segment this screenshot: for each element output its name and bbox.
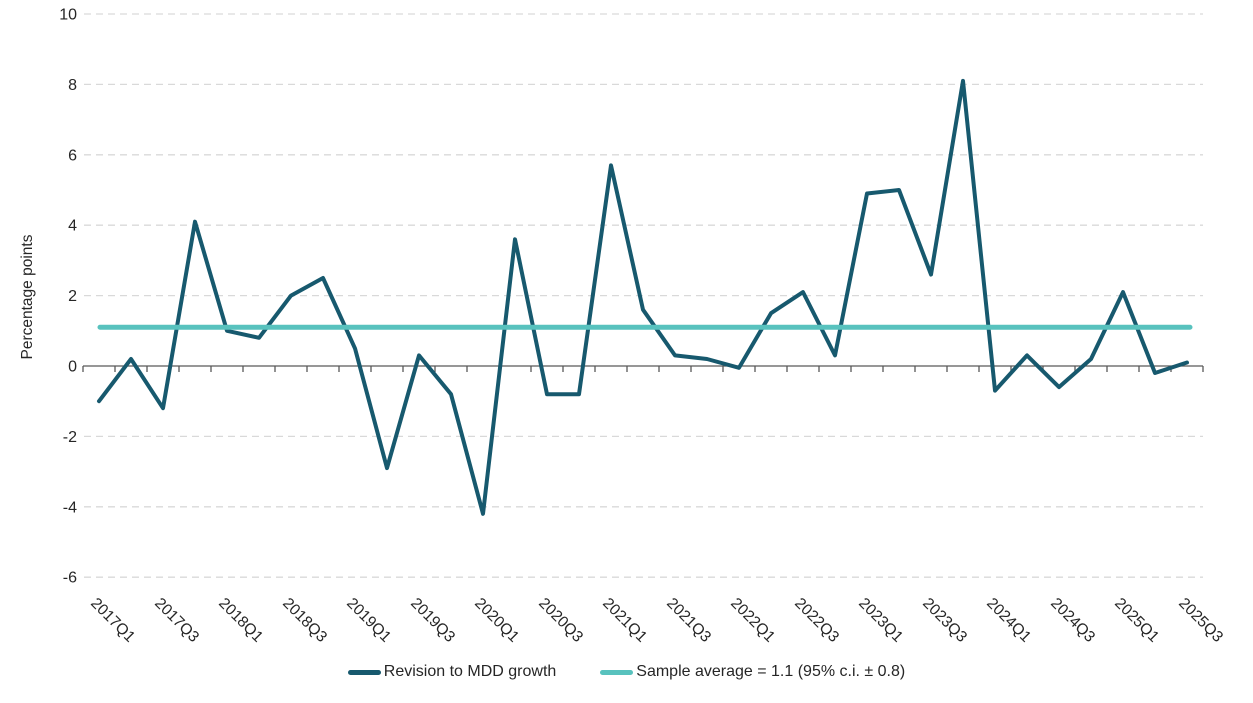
- svg-text:2023Q3: 2023Q3: [919, 595, 970, 646]
- svg-text:0: 0: [68, 359, 77, 376]
- svg-text:-6: -6: [63, 570, 77, 587]
- gridlines: [84, 13, 1203, 578]
- svg-text:8: 8: [68, 77, 77, 94]
- svg-text:6: 6: [68, 147, 77, 164]
- legend-label-average: Sample average = 1.1 (95% c.i. ± 0.8): [636, 663, 906, 680]
- svg-text:2022Q1: 2022Q1: [727, 595, 778, 646]
- legend-label-revision: Revision to MDD growth: [383, 663, 557, 680]
- svg-text:2017Q1: 2017Q1: [87, 595, 138, 646]
- x-axis-tick-marks: [82, 366, 1204, 372]
- svg-text:2024Q1: 2024Q1: [983, 595, 1034, 646]
- svg-text:2022Q3: 2022Q3: [791, 595, 842, 646]
- series-revision-line: [97, 78, 1189, 516]
- svg-text:2021Q1: 2021Q1: [599, 595, 650, 646]
- svg-text:2019Q1: 2019Q1: [343, 595, 394, 646]
- svg-text:-4: -4: [63, 499, 77, 516]
- chart-legend: Revision to MDD growth Sample average = …: [0, 663, 1253, 681]
- svg-text:-2: -2: [63, 429, 77, 446]
- svg-text:2024Q3: 2024Q3: [1047, 595, 1098, 646]
- svg-text:2019Q3: 2019Q3: [407, 595, 458, 646]
- svg-text:2018Q3: 2018Q3: [279, 595, 330, 646]
- series-line-swatch-icon: [347, 669, 381, 675]
- svg-text:2025Q1: 2025Q1: [1111, 595, 1162, 646]
- svg-text:2018Q1: 2018Q1: [215, 595, 266, 646]
- svg-text:4: 4: [68, 218, 77, 235]
- svg-text:2023Q1: 2023Q1: [855, 595, 906, 646]
- svg-text:2020Q3: 2020Q3: [535, 595, 586, 646]
- svg-text:10: 10: [59, 7, 77, 24]
- legend-item-average: Sample average = 1.1 (95% c.i. ± 0.8): [600, 663, 905, 681]
- y-tick-labels: 10 8 6 4 2 0 -2 -4 -6: [59, 7, 77, 587]
- svg-text:2020Q1: 2020Q1: [471, 595, 522, 646]
- y-axis-title: Percentage points: [19, 234, 36, 360]
- average-line-swatch-icon: [600, 669, 634, 675]
- svg-text:2017Q3: 2017Q3: [151, 595, 202, 646]
- legend-item-revision: Revision to MDD growth: [347, 663, 557, 681]
- svg-text:2021Q3: 2021Q3: [663, 595, 714, 646]
- svg-text:2: 2: [68, 288, 77, 305]
- x-tick-labels: 2017Q1 2017Q3 2018Q1 2018Q3 2019Q1 2019Q3 2020…: [87, 595, 1226, 646]
- svg-text:2025Q3: 2025Q3: [1175, 595, 1226, 646]
